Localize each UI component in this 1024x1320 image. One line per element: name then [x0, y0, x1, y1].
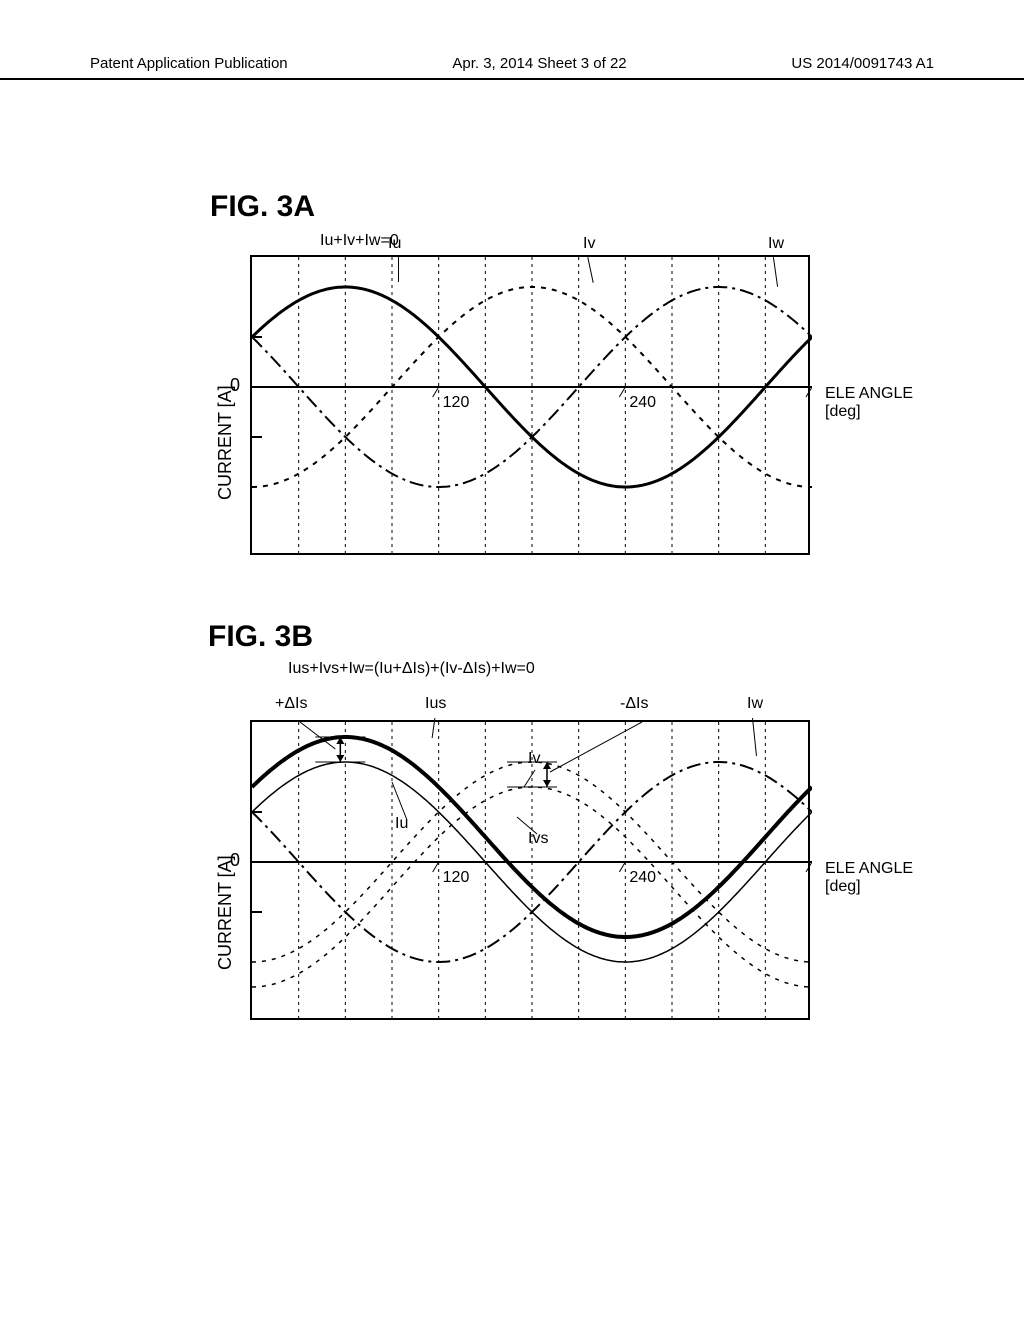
header-right: US 2014/0091743 A1 [791, 55, 934, 72]
fig-3a-iv-label: Iv [583, 235, 595, 253]
fig-3a-ylabel: CURRENT [A] [215, 385, 236, 500]
svg-text:120: 120 [443, 869, 470, 886]
page-header: Patent Application Publication Apr. 3, 2… [0, 55, 1024, 80]
fig-3b-dpos-label: +ΔIs [275, 695, 307, 713]
fig-3b-xaxis-label: ELE ANGLE[deg] [825, 860, 913, 896]
fig-3a-title: FIG. 3A [210, 190, 315, 224]
svg-text:120: 120 [443, 394, 470, 411]
fig-3b-ius-label: Ius [425, 695, 446, 713]
fig-3b-equation: Ius+Ivs+Iw=(Iu+ΔIs)+(Iv-ΔIs)+Iw=0 [288, 660, 535, 678]
fig-3b-ivs-label: Ivs [528, 830, 548, 848]
fig-3b-dneg-label: -ΔIs [620, 695, 648, 713]
leader-iu-a [398, 257, 399, 282]
fig-3b-iv-label: Iv [528, 750, 540, 768]
fig-3b-title: FIG. 3B [208, 620, 313, 654]
header-left: Patent Application Publication [90, 55, 288, 72]
fig-3a-equation: Iu+Iv+Iw=0 [320, 232, 399, 250]
fig-3a-iu-label: Iu [388, 235, 401, 253]
fig-3a-zero: 0 [230, 375, 240, 396]
svg-text:240: 240 [629, 394, 656, 411]
fig-3a-iw-label: Iw [768, 235, 784, 253]
fig-3b-ylabel: CURRENT [A] [215, 855, 236, 970]
fig-3b-iw-label: Iw [747, 695, 763, 713]
fig-3a-xaxis-label: ELE ANGLE[deg] [825, 385, 913, 421]
header-center: Apr. 3, 2014 Sheet 3 of 22 [452, 55, 626, 72]
fig-3a-chart: 120240360 [250, 255, 810, 555]
svg-text:240: 240 [629, 869, 656, 886]
fig-3b-iu-label: Iu [395, 815, 408, 833]
fig-3a-curves: 120240360 [252, 257, 812, 557]
fig-3b-zero: 0 [230, 850, 240, 871]
